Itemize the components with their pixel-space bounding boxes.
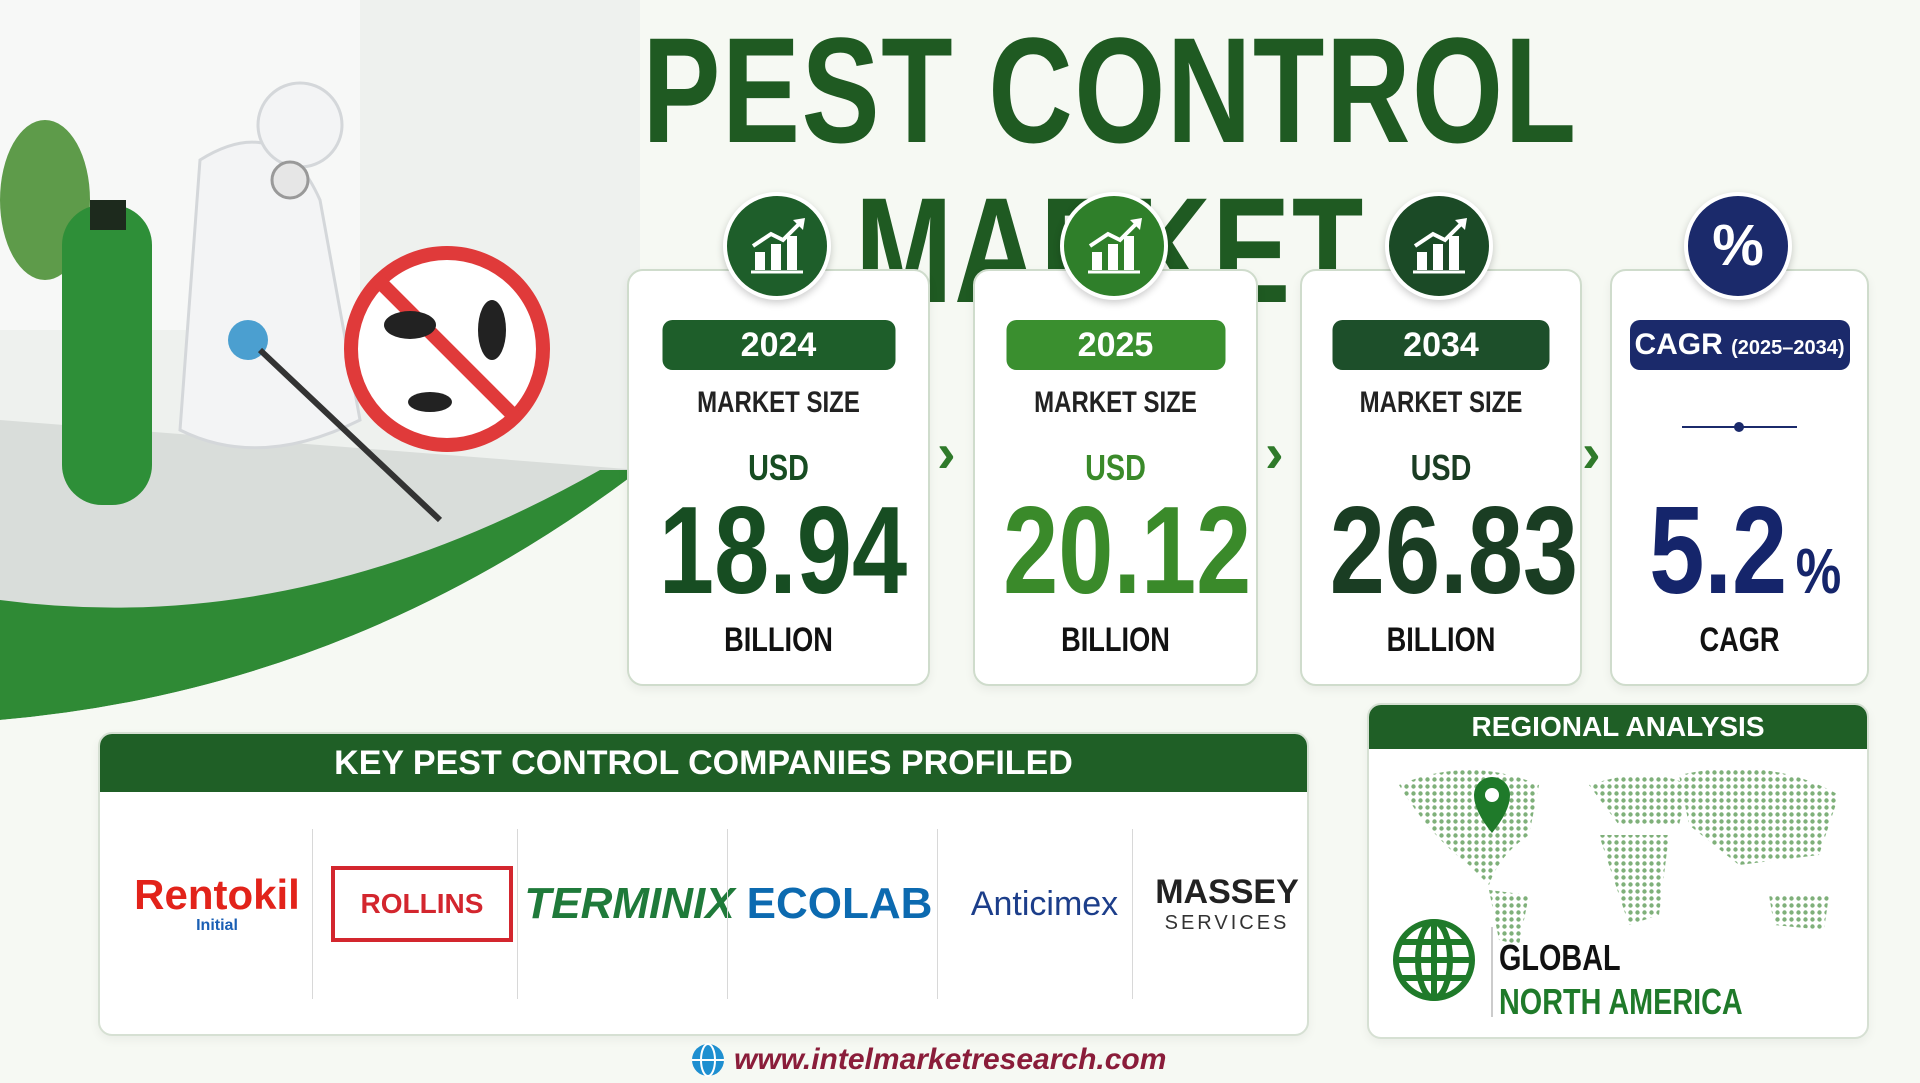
regional-panel: REGIONAL ANALYSIS GLOBAL NORTH AMERICA [1367,703,1869,1039]
currency: USD [1410,447,1472,488]
company-logo: Anticimex [947,824,1142,984]
growth-icon [1087,218,1142,274]
cagr-period: (2025–2034) [1731,337,1845,359]
card-icon [1059,192,1168,300]
logo-separator [517,829,518,999]
logo-separator [312,829,313,999]
companies-panel: KEY PEST CONTROL COMPANIES PROFILED Rento… [98,732,1309,1036]
cockroach [478,300,506,360]
web-icon [692,1043,724,1077]
green-swoosh [0,470,640,720]
companies-title: KEY PEST CONTROL COMPANIES PROFILED [100,734,1307,792]
metric-unit: BILLION [1061,621,1170,659]
logo-text: Anticimex [970,884,1119,923]
logo-separator [1132,829,1133,999]
worker-hood [256,81,344,169]
logo-text: ECOLAB [746,879,933,928]
logo-text: Rentokil [134,871,300,918]
ant [408,392,452,412]
cagr-value-row: 5.2% [1612,486,1867,654]
logo-text: ROLLINS [330,866,514,942]
cagr-label: CAGR [1634,328,1723,361]
metric-label: MARKET SIZE [1034,386,1197,419]
card-icon [1385,192,1493,300]
arrow: › [1265,421,1284,484]
region-name: NORTH AMERICA [1499,981,1743,1022]
year-pill: 2024 [662,320,895,370]
metric-label: MARKET SIZE [1359,386,1523,419]
growth-icon [750,218,805,274]
metric-unit: BILLION [724,621,833,659]
metric-value: 26.83 [1329,482,1579,620]
globe [1393,919,1475,1001]
logo-text: SERVICES [1164,912,1290,934]
year-pill: 2025 [1006,320,1225,370]
growth-icon [1413,218,1467,274]
title: PEST CONTROL MARKET [642,6,1578,330]
region-name: GLOBAL [1499,937,1621,978]
logo-text: MASSEY [1155,873,1299,911]
glove [228,320,268,360]
world-map [1389,755,1849,945]
cagr-suffix: % [1795,535,1842,607]
footer: www.intelmarketresearch.com [690,1040,1250,1080]
spray-wand [257,347,443,523]
prohibition-slash [375,277,519,421]
arrow: › [937,421,956,484]
company-logo: MASSEY SERVICES [1142,824,1307,984]
cagr-card: CAGR (2025–2034) 5.2% CAGR [1610,269,1869,686]
logo-text: TERMINIX [524,879,735,928]
sprayer-pump [90,200,126,230]
logo-separator [727,829,728,999]
company-logo: TERMINIX [524,824,735,984]
logo-text: Initial [196,917,238,934]
regional-title: REGIONAL ANALYSIS [1369,705,1867,749]
rat [384,311,436,339]
cagr-icon: % [1684,192,1792,300]
metric-unit: BILLION [1386,621,1496,659]
map-dots [1399,768,1839,945]
cagr-pill: CAGR (2025–2034) [1629,320,1850,370]
year-pill: 2034 [1332,320,1550,370]
cagr-unit: CAGR [1699,621,1780,659]
logo-separator [937,829,938,999]
card-icon [722,192,831,300]
currency: USD [748,447,809,488]
metric-value: 20.12 [1003,482,1252,620]
divider-dot [1734,422,1744,432]
metric-value: 18.94 [658,482,908,620]
market-card: 2025 MARKET SIZE USD 20.12 BILLION [973,269,1258,686]
market-card: 2034 MARKET SIZE USD 26.83 BILLION [1300,269,1582,686]
currency: USD [1085,447,1146,488]
globe-icon [1389,915,1479,1005]
metric-label: MARKET SIZE [697,386,860,419]
footer-url: www.intelmarketresearch.com [734,1043,1167,1076]
company-logo: ECOLAB [737,824,942,984]
market-card: 2024 MARKET SIZE USD 18.94 BILLION [627,269,930,686]
company-logo: ROLLINS [322,824,522,984]
worker-suit [178,140,362,450]
company-logo: Rentokil Initial [117,824,317,984]
arrow: › [1582,421,1601,484]
footer-globe [690,1042,726,1078]
sprayer-tank [62,205,152,505]
respirator [270,160,310,200]
cagr-value: 5.2 [1649,482,1787,620]
swoosh-fill [0,470,640,720]
illustration [0,0,640,720]
divider [1491,927,1493,1017]
